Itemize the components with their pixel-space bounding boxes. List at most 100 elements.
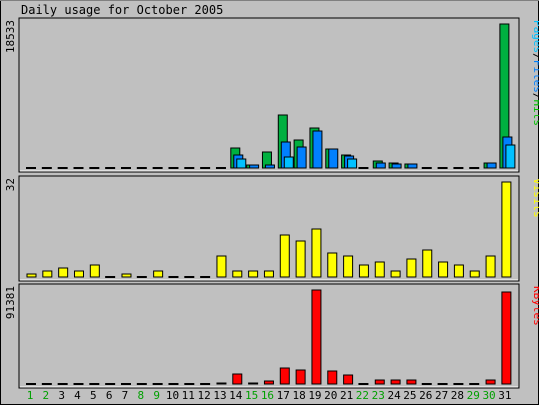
x-tick-label: 4 <box>74 389 81 402</box>
bar-visits-day-9 <box>153 270 164 278</box>
panel-frame <box>18 283 520 389</box>
bar-visits-day-3 <box>58 267 69 278</box>
legend-label: KBytes <box>531 286 539 326</box>
y-max-label: 91381 <box>4 286 17 319</box>
bar-files-day-30 <box>486 162 497 169</box>
bar-pages-day-14 <box>236 158 247 169</box>
legend-item: KBytes <box>531 286 539 326</box>
x-tick-label: 23 <box>372 389 385 402</box>
x-tick-label: 26 <box>419 389 432 402</box>
bar-files-day-19 <box>312 130 323 169</box>
bar-files-day-20 <box>328 148 339 169</box>
bar-visits-day-4 <box>73 270 84 278</box>
bar-visits-day-19 <box>311 228 322 278</box>
x-tick-label: 25 <box>403 389 416 402</box>
x-tick-label: 3 <box>58 389 65 402</box>
bar-visits-day-1 <box>26 273 37 278</box>
bar-visits-day-21 <box>343 255 354 278</box>
x-axis-labels: 1 2 3 4 5 6 7 8 9 10 11 12 13 14 15 16 17 18 19 20 21 22 23 24 2… <box>27 389 512 402</box>
bar-kbytes-day-31 <box>501 291 512 385</box>
bar-files-day-24 <box>391 163 402 169</box>
x-tick-label: 31 <box>498 389 511 402</box>
x-tick-label: 22 <box>356 389 369 402</box>
x-tick-label: 7 <box>122 389 129 402</box>
legend-item: Files <box>531 60 539 93</box>
x-tick-label: 13 <box>213 389 226 402</box>
x-tick-label: 11 <box>182 389 195 402</box>
bar-kbytes-day-24 <box>390 379 401 385</box>
x-tick-label: 15 <box>245 389 258 402</box>
bar-kbytes-day-16 <box>263 380 274 385</box>
x-tick-label: 29 <box>467 389 480 402</box>
bar-visits-day-13 <box>216 255 227 278</box>
bar-kbytes-day-23 <box>374 379 385 385</box>
bar-kbytes-day-18 <box>295 369 306 385</box>
bar-pages-day-31 <box>505 144 516 169</box>
x-tick-label: 14 <box>229 389 243 402</box>
bar-files-day-15 <box>249 164 260 169</box>
x-tick-label: 18 <box>292 389 305 402</box>
x-tick-label: 19 <box>308 389 321 402</box>
legend-item: Visits <box>531 178 539 218</box>
bar-visits-day-27 <box>438 261 449 278</box>
bar-visits-day-31 <box>501 181 512 278</box>
x-tick-label: 16 <box>261 389 274 402</box>
x-tick-label: 28 <box>451 389 464 402</box>
x-tick-label: 10 <box>166 389 179 402</box>
bar-visits-day-28 <box>453 264 464 278</box>
bar-kbytes-day-15 <box>248 382 259 385</box>
bar-visits-day-2 <box>42 270 53 278</box>
x-tick-label: 9 <box>153 389 160 402</box>
x-tick-label: 21 <box>340 389 353 402</box>
x-tick-label: 30 <box>482 389 495 402</box>
legend-item: Hits <box>531 100 539 127</box>
bar-files-day-18 <box>296 146 307 169</box>
x-tick-label: 17 <box>277 389 290 402</box>
x-tick-label: 5 <box>90 389 97 402</box>
bar-visits-day-25 <box>406 258 417 278</box>
panel-visits: 32 Visits <box>4 175 539 282</box>
x-tick-label: 12 <box>198 389 211 402</box>
legend-label: Visits <box>531 178 539 218</box>
y-max-label: 32 <box>4 178 17 191</box>
bar-pages-day-17 <box>283 156 294 169</box>
y-max-label: 18533 <box>4 20 17 53</box>
bar-kbytes-day-14 <box>232 373 243 385</box>
bar-files-day-16 <box>264 164 275 169</box>
panel-frame <box>18 175 520 282</box>
panel-frame <box>18 17 520 173</box>
bar-visits-day-20 <box>327 252 338 278</box>
x-tick-label: 2 <box>43 389 50 402</box>
legend-item: / <box>531 53 539 60</box>
x-tick-label: 8 <box>137 389 144 402</box>
bar-visits-day-15 <box>248 270 259 278</box>
bar-kbytes-day-30 <box>485 379 496 385</box>
bar-visits-day-18 <box>295 240 306 278</box>
bar-visits-day-23 <box>374 261 385 278</box>
bar-visits-day-17 <box>279 234 290 278</box>
bar-visits-day-22 <box>358 264 369 278</box>
bar-visits-day-14 <box>232 270 243 278</box>
bar-visits-day-24 <box>390 270 401 278</box>
x-tick-label: 20 <box>324 389 337 402</box>
bar-kbytes-day-21 <box>343 374 354 385</box>
bar-visits-day-30 <box>485 255 496 278</box>
bar-visits-day-5 <box>89 264 100 278</box>
x-tick-label: 6 <box>106 389 113 402</box>
bar-visits-day-26 <box>422 249 433 278</box>
legend-item: Pages <box>531 20 539 53</box>
bar-visits-day-29 <box>469 270 480 278</box>
chart-title: Daily usage for October 2005 <box>21 3 223 17</box>
bar-kbytes-day-25 <box>406 379 417 385</box>
panel-kbytes: 91381 KBytes <box>4 283 539 389</box>
legend-item: / <box>531 93 539 100</box>
bar-visits-day-16 <box>263 270 274 278</box>
legend-label: Pages/Files/Hits <box>531 20 539 126</box>
bar-kbytes-day-20 <box>327 370 338 385</box>
x-tick-label: 1 <box>27 389 34 402</box>
x-tick-label: 27 <box>435 389 448 402</box>
x-tick-label: 24 <box>387 389 401 402</box>
bar-files-day-25 <box>407 163 418 169</box>
